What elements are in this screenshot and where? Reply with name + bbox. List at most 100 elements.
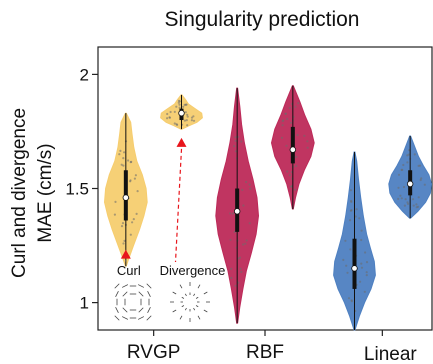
- divergence-arrow: [172, 291, 177, 295]
- data-point: [397, 186, 400, 189]
- data-point: [190, 116, 194, 119]
- data-point: [185, 103, 188, 106]
- violin-rvgp-divergence: [160, 94, 203, 130]
- curl-arrow: [121, 316, 129, 320]
- data-point: [242, 243, 245, 246]
- divergence-marker-triangle: [176, 137, 187, 147]
- divergence-leader-line: [174, 148, 183, 263]
- divergence-arrow: [193, 307, 196, 311]
- data-point: [241, 188, 244, 191]
- divergence-arrow: [193, 293, 196, 297]
- data-point: [248, 183, 251, 186]
- data-point: [240, 270, 243, 273]
- data-point: [231, 212, 235, 215]
- data-point: [166, 112, 169, 116]
- curl-arrow: [115, 306, 119, 314]
- data-point: [129, 233, 132, 236]
- data-point: [245, 239, 248, 242]
- data-point: [233, 145, 236, 148]
- data-point: [192, 115, 195, 118]
- data-point: [130, 160, 133, 163]
- data-point: [244, 242, 247, 245]
- curl-arrow: [122, 291, 128, 297]
- data-point: [360, 238, 363, 242]
- curl-arrow: [137, 284, 145, 288]
- data-point: [239, 267, 242, 270]
- data-point: [399, 194, 402, 197]
- data-point: [178, 106, 181, 109]
- data-point: [230, 267, 233, 270]
- data-point: [420, 177, 423, 180]
- divergence-arrow: [179, 315, 183, 320]
- data-point: [281, 124, 284, 127]
- data-point: [349, 189, 352, 192]
- data-point: [423, 183, 426, 186]
- median-dot: [178, 109, 185, 117]
- data-point: [119, 149, 122, 152]
- data-point: [418, 164, 422, 167]
- data-point: [347, 297, 351, 300]
- divergence-arrow: [195, 305, 199, 308]
- data-point: [192, 119, 196, 122]
- curl-arrow: [115, 290, 119, 298]
- data-point: [342, 258, 345, 261]
- data-point: [173, 122, 176, 125]
- data-point: [365, 274, 368, 277]
- curl-arrow: [146, 283, 152, 289]
- median-dot: [351, 265, 358, 272]
- data-point: [358, 217, 361, 220]
- data-point: [185, 119, 188, 122]
- data-point: [350, 299, 353, 302]
- curl-annotation-label: Curl: [117, 263, 141, 278]
- data-point: [234, 139, 237, 142]
- data-point: [419, 178, 422, 182]
- data-point: [411, 198, 415, 201]
- data-point: [123, 151, 126, 154]
- data-point: [397, 173, 401, 176]
- data-point: [286, 170, 289, 173]
- data-point: [346, 271, 349, 274]
- data-point: [406, 202, 410, 205]
- data-point: [397, 197, 400, 200]
- data-point: [248, 222, 251, 225]
- data-point: [306, 140, 309, 143]
- curl-arrow: [138, 291, 144, 297]
- data-point: [237, 281, 240, 284]
- chart-title: Singularity prediction: [165, 8, 360, 31]
- y-tick-label: 2: [80, 65, 89, 84]
- data-point: [129, 179, 132, 182]
- data-point: [234, 284, 237, 287]
- data-point: [176, 123, 179, 126]
- data-point: [365, 271, 368, 274]
- data-point: [406, 161, 409, 164]
- divergence-arrow: [197, 284, 201, 289]
- plot-frame: [97, 46, 433, 331]
- data-point: [113, 213, 116, 216]
- data-point: [178, 103, 181, 106]
- curl-arrow: [121, 284, 129, 288]
- curl-field-icon: [114, 283, 152, 321]
- data-point: [403, 204, 406, 207]
- violin-linear-curl: [333, 151, 376, 331]
- data-point: [234, 150, 237, 153]
- divergence-arrow: [181, 305, 185, 308]
- data-point: [295, 155, 298, 158]
- data-point: [360, 266, 364, 269]
- data-point: [133, 177, 136, 180]
- violins: [103, 85, 433, 331]
- data-point: [402, 163, 405, 167]
- y-axis-label-line: MAE (cm/s): [35, 143, 56, 242]
- y-ticks: 11.52: [65, 65, 98, 313]
- data-point: [184, 111, 187, 114]
- data-point: [135, 212, 138, 215]
- y-tick-label: 1.5: [65, 180, 89, 199]
- data-point: [229, 212, 232, 215]
- divergence-field-icon: [170, 282, 210, 322]
- data-point: [303, 134, 306, 137]
- data-point: [306, 146, 309, 149]
- data-point: [237, 257, 240, 260]
- data-point: [177, 101, 180, 104]
- data-point: [297, 102, 300, 105]
- data-point: [355, 208, 358, 211]
